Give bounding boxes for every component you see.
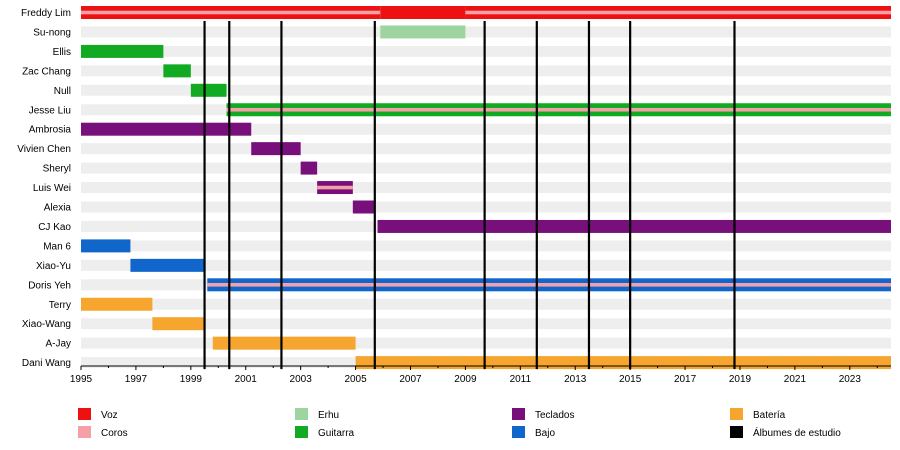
x-tick-label-1997: 1997 <box>125 374 148 385</box>
x-tick-label-2011: 2011 <box>510 374 532 385</box>
bar-null-guitarra-0 <box>190 83 227 97</box>
member-label-alexia: Alexia <box>44 203 72 214</box>
member-label-ambrosia: Ambrosia <box>29 125 72 136</box>
member-label-terry: Terry <box>49 300 71 311</box>
row-stripe-alexia <box>81 201 891 213</box>
row-stripe-ellis <box>81 45 891 57</box>
member-label-xiao-wang: Xiao-Wang <box>22 319 71 330</box>
member-label-luis-wei: Luis Wei <box>33 183 71 194</box>
bar-xiao-wang-bateria-0 <box>152 317 205 331</box>
x-tick-label-2021: 2021 <box>784 374 807 385</box>
member-label-null: Null <box>54 86 71 97</box>
row-stripe-a-jay <box>81 337 891 349</box>
bar-a-jay-bateria-0 <box>212 336 356 350</box>
member-labels: Freddy Lim Su-nong Ellis Zac Chang Null Jesse… <box>17 8 71 369</box>
x-tick-label-2017: 2017 <box>674 374 697 385</box>
legend-swatch-erhu <box>295 408 308 420</box>
row-stripe-null <box>81 84 891 96</box>
row-stripe-su-nong <box>81 26 891 38</box>
member-label-vivien-chen: Vivien Chen <box>17 144 71 155</box>
album-lines <box>203 21 736 370</box>
bar-vivien-chen-teclados-0 <box>251 142 301 156</box>
x-axis: 1995 1997 1999 2001 2003 2005 2007 2009 2011 2013… <box>70 365 891 385</box>
member-label-man-6: Man 6 <box>43 241 71 252</box>
x-tick-label-2001: 2001 <box>235 374 258 385</box>
legend-label-bateria: Batería <box>753 410 786 421</box>
row-stripes <box>81 7 891 369</box>
legend-swatch-guitarra <box>295 426 308 438</box>
member-label-a-jay: A-Jay <box>45 339 71 350</box>
row-stripe-sheryl <box>81 162 891 174</box>
x-tick-label-2019: 2019 <box>729 374 752 385</box>
legend-swatch-voz <box>78 408 91 420</box>
row-stripe-xiao-wang <box>81 318 891 330</box>
bar-terry-bateria-0 <box>81 297 153 311</box>
bar-jesse-liu-coros-secondary-0 <box>226 107 892 112</box>
x-tick-label-2005: 2005 <box>344 374 367 385</box>
member-label-ellis: Ellis <box>53 47 71 58</box>
member-bars <box>81 6 892 370</box>
x-tick-label-2007: 2007 <box>399 374 422 385</box>
x-tick-label-1999: 1999 <box>180 374 203 385</box>
bar-zac-chang-guitarra-0 <box>163 64 191 78</box>
legend-label-coros: Coros <box>101 428 128 439</box>
bar-freddy-lim-coros-secondary-1 <box>465 10 891 15</box>
row-stripe-zac-chang <box>81 65 891 77</box>
legend-swatch-coros <box>78 426 91 438</box>
x-tick-label-2013: 2013 <box>564 374 587 385</box>
x-tick-label-1995: 1995 <box>70 374 93 385</box>
bar-freddy-lim-voz-1 <box>380 6 466 19</box>
bar-ellis-guitarra-0 <box>81 44 164 58</box>
bar-man-6-bajo-0 <box>81 239 131 253</box>
legend-label-guitarra: Guitarra <box>318 428 355 439</box>
bar-ambrosia-teclados-0 <box>81 122 252 136</box>
bar-su-nong-erhu-0 <box>380 25 466 39</box>
bar-freddy-lim-coros-secondary-0 <box>81 10 381 15</box>
legend-swatch-teclados <box>512 408 525 420</box>
row-stripe-luis-wei <box>81 182 891 194</box>
legend-label-albumes: Álbumes de estudio <box>753 426 841 439</box>
member-label-cj-kao: CJ Kao <box>38 222 71 233</box>
bar-cj-kao-teclados-0 <box>377 219 891 233</box>
x-tick-label-2023: 2023 <box>839 374 862 385</box>
legend-swatch-bajo <box>512 426 525 438</box>
member-label-doris-yeh: Doris Yeh <box>28 280 71 291</box>
row-stripe-terry <box>81 298 891 310</box>
row-stripe-vivien-chen <box>81 143 891 155</box>
legend-label-erhu: Erhu <box>318 410 339 421</box>
row-stripe-xiao-yu <box>81 259 891 271</box>
member-label-zac-chang: Zac Chang <box>22 66 71 77</box>
legend-label-voz: Voz <box>101 410 118 421</box>
member-label-dani-wang: Dani Wang <box>22 358 71 369</box>
row-stripe-ambrosia <box>81 123 891 135</box>
legend-swatch-albumes <box>730 426 743 438</box>
legend-label-bajo: Bajo <box>535 428 555 439</box>
legend-label-teclados: Teclados <box>535 410 574 421</box>
row-stripe-man-6 <box>81 240 891 252</box>
member-label-freddy-lim: Freddy Lim <box>21 8 71 19</box>
x-tick-label-2015: 2015 <box>619 374 642 385</box>
member-label-su-nong: Su-nong <box>33 27 71 38</box>
member-label-jesse-liu: Jesse Liu <box>29 105 71 116</box>
member-label-sheryl: Sheryl <box>43 164 71 175</box>
legend: Voz Coros Erhu Guitarra Teclados Bajo Batería Á… <box>78 408 841 439</box>
member-label-xiao-yu: Xiao-Yu <box>36 261 71 272</box>
legend-swatch-bateria <box>730 408 743 420</box>
x-tick-label-2009: 2009 <box>454 374 477 385</box>
bar-luis-wei-coros-secondary-0 <box>317 185 353 190</box>
bar-xiao-yu-bajo-0 <box>130 258 205 272</box>
x-tick-label-2003: 2003 <box>290 374 313 385</box>
bar-sheryl-teclados-0 <box>300 161 318 175</box>
bar-alexia-teclados-0 <box>352 200 375 214</box>
bar-doris-yeh-coros-secondary-0 <box>207 283 892 287</box>
bar-dani-wang-bateria-0 <box>355 356 891 370</box>
